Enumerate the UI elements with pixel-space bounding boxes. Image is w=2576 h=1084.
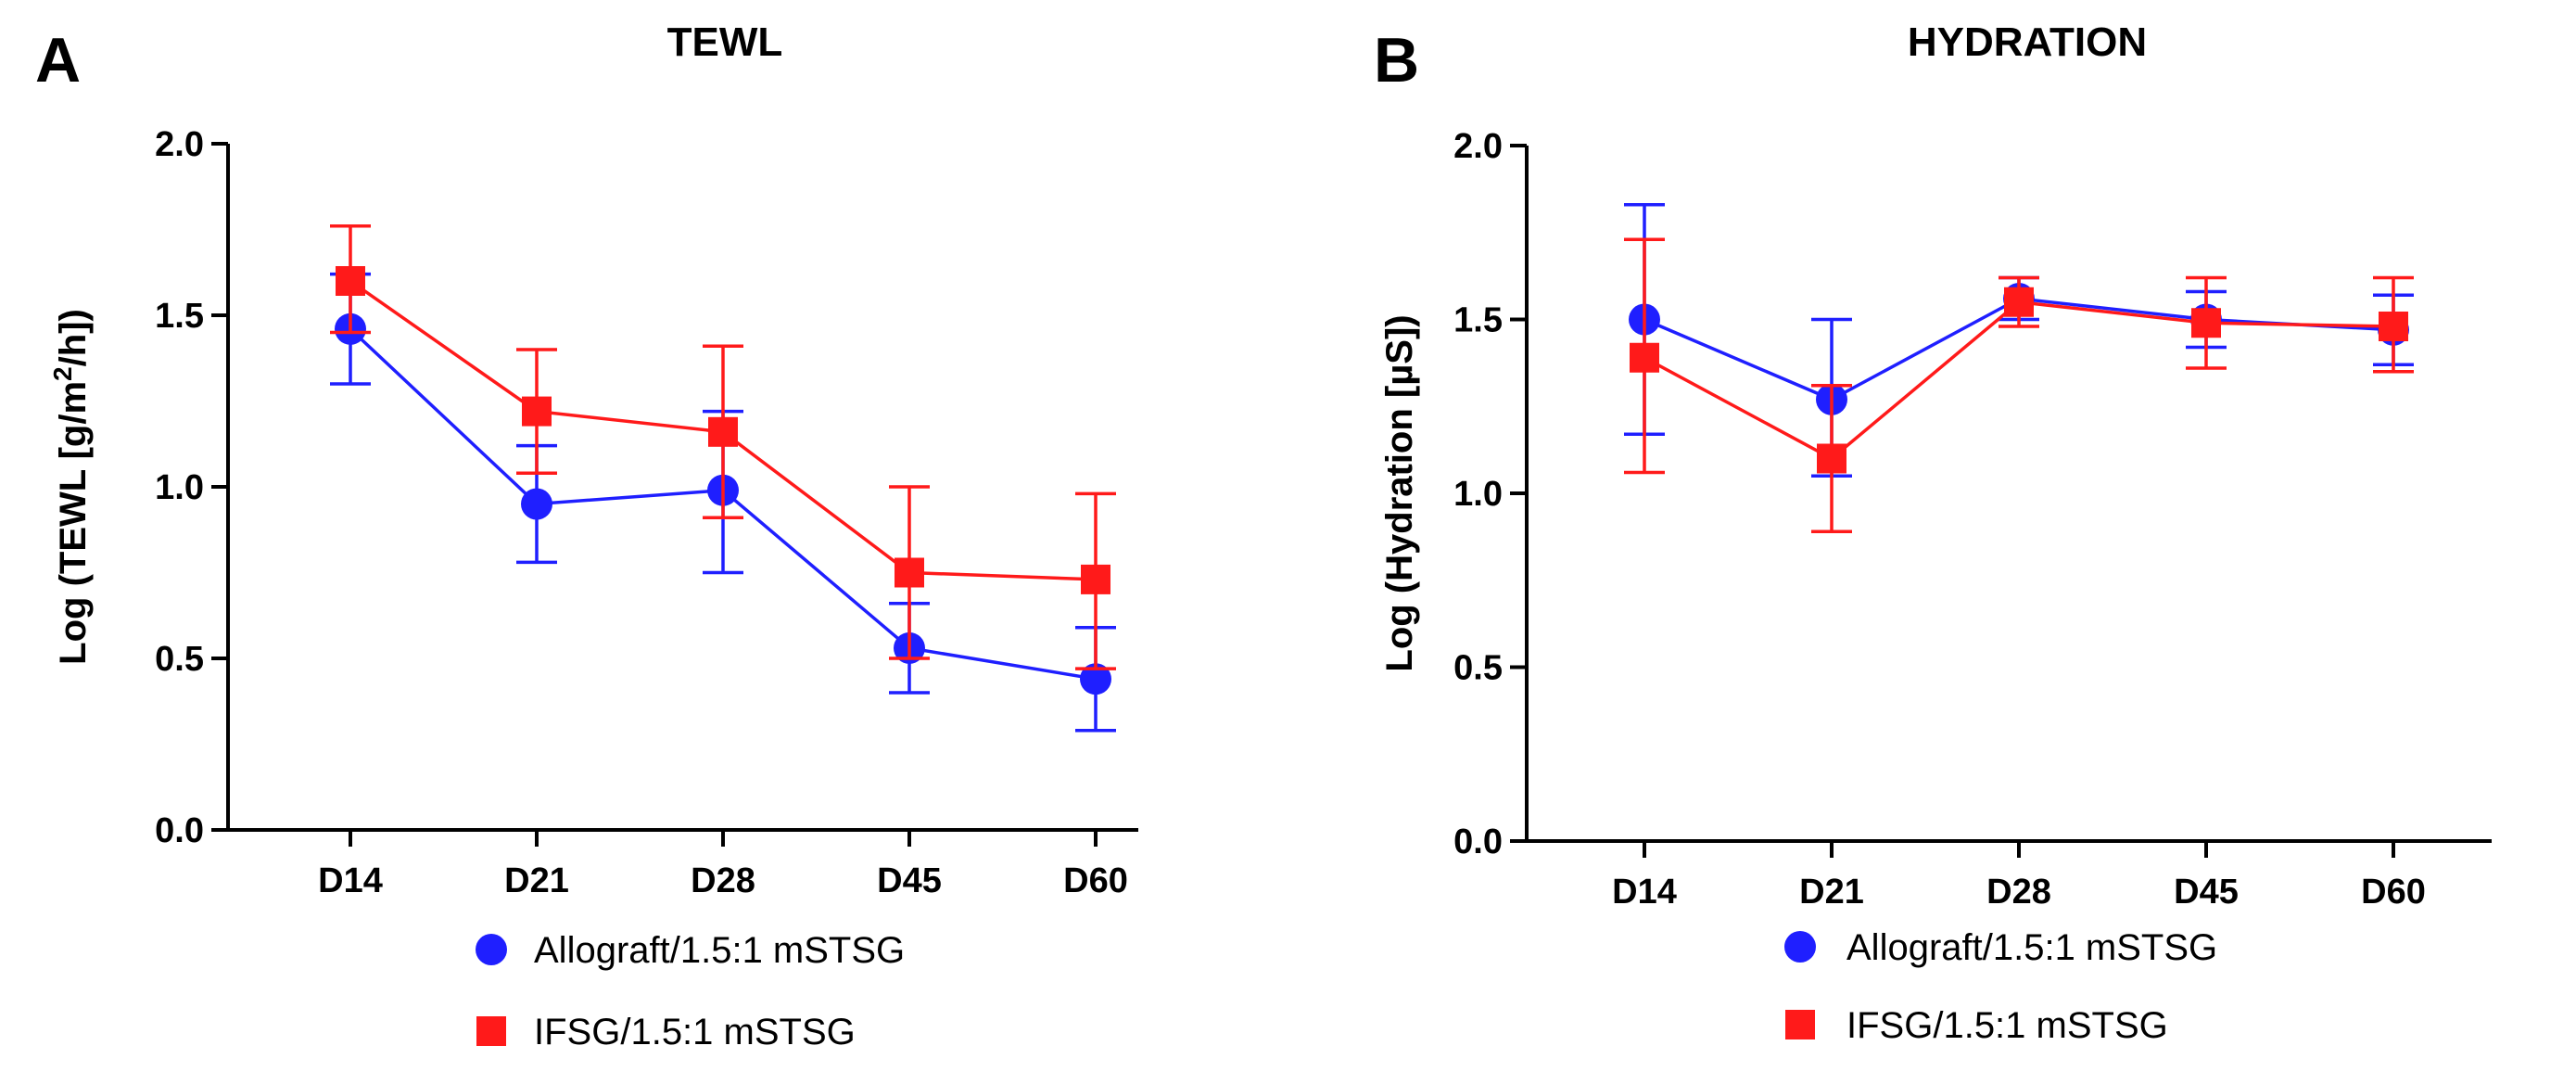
legend-item: IFSG/1.5:1 mSTSG	[1785, 1005, 2168, 1046]
data-point	[895, 557, 924, 588]
legend-item: IFSG/1.5:1 mSTSG	[476, 1012, 856, 1052]
series-1	[1624, 203, 2414, 478]
x-tick-label: D14	[1612, 873, 1677, 912]
x-tick-label: D21	[504, 861, 569, 900]
data-point	[2379, 312, 2408, 341]
y-axis-label-main: Log (Hydration [µS])	[1379, 314, 1420, 671]
y-axis-label: Log (TEWL [g/m2/h])	[48, 309, 95, 665]
y-tick-label: 0.5	[1453, 649, 1503, 688]
panel-letter: B	[1374, 25, 1419, 96]
data-point	[1630, 342, 1659, 373]
data-point	[2004, 287, 2034, 317]
chart-title: TEWL	[667, 19, 783, 65]
data-point	[1080, 663, 1111, 695]
hydration-chart: B HYDRATION 0.0 0.5 1.0 1.5 2.0 D14 D21 D28 D45 D60…	[1374, 19, 2492, 1046]
y-tick-label: 2.0	[155, 125, 204, 164]
x-tick-label: D28	[1986, 873, 2051, 912]
chart-panel-a: A TEWL 0.0 0.5 1.0 1.5 2.0 D14 D21 D28 D45 D60 Log (…	[35, 19, 1138, 1052]
data-point	[708, 416, 738, 447]
y-tick-label: 1.0	[1453, 475, 1503, 514]
y-tick-label: 2.0	[1453, 127, 1503, 166]
legend-item: Allograft/1.5:1 mSTSG	[476, 930, 905, 971]
y-tick-label: 1.5	[155, 297, 204, 336]
x-tick-label: D45	[2174, 873, 2239, 912]
legend-marker	[476, 1016, 506, 1046]
x-tick-label: D45	[877, 861, 942, 900]
x-tick-label: D21	[1799, 873, 1864, 912]
legend-label: IFSG/1.5:1 mSTSG	[534, 1012, 856, 1052]
y-axis-label-end: /h])	[53, 309, 94, 366]
y-tick-label: 1.5	[1453, 301, 1503, 340]
data-point	[1817, 443, 1846, 474]
data-point	[336, 266, 365, 296]
data-point	[1081, 564, 1110, 594]
x-tick-label: D28	[691, 861, 755, 900]
legend-marker	[1784, 931, 1816, 963]
data-point	[2191, 308, 2221, 338]
y-axis-label-sup: 2	[48, 366, 77, 381]
y-tick-label: 0.5	[155, 640, 204, 679]
y-tick-label: 0.0	[155, 811, 204, 850]
tewl-chart: A TEWL 0.0 0.5 1.0 1.5 2.0 D14 D21 D28 D45 D60 Log (…	[35, 19, 1138, 1052]
legend-marker	[1785, 1010, 1815, 1039]
data-point	[521, 488, 552, 520]
legend-marker	[476, 934, 507, 965]
legend-label: Allograft/1.5:1 mSTSG	[1846, 927, 2217, 968]
y-axis-label: Log (Hydration [µS])	[1379, 314, 1420, 671]
y-axis-label-main: Log (TEWL [g/m	[53, 381, 94, 665]
x-tick-label: D14	[318, 861, 383, 900]
panel-letter: A	[35, 25, 81, 96]
data-point	[522, 396, 552, 427]
legend-label: IFSG/1.5:1 mSTSG	[1846, 1005, 2168, 1046]
series-2	[1624, 237, 2414, 533]
chart-panel-b: B HYDRATION 0.0 0.5 1.0 1.5 2.0 D14 D21 D28 D45 D60…	[1298, 0, 2576, 1084]
y-tick-label: 0.0	[1453, 823, 1503, 861]
x-tick-label: D60	[2361, 873, 2426, 912]
legend-label: Allograft/1.5:1 mSTSG	[534, 930, 905, 971]
x-tick-label: D60	[1063, 861, 1128, 900]
chart-title: HYDRATION	[1908, 19, 2147, 65]
y-tick-label: 1.0	[155, 468, 204, 507]
series-2	[330, 224, 1116, 670]
legend-item: Allograft/1.5:1 mSTSG	[1784, 927, 2217, 968]
